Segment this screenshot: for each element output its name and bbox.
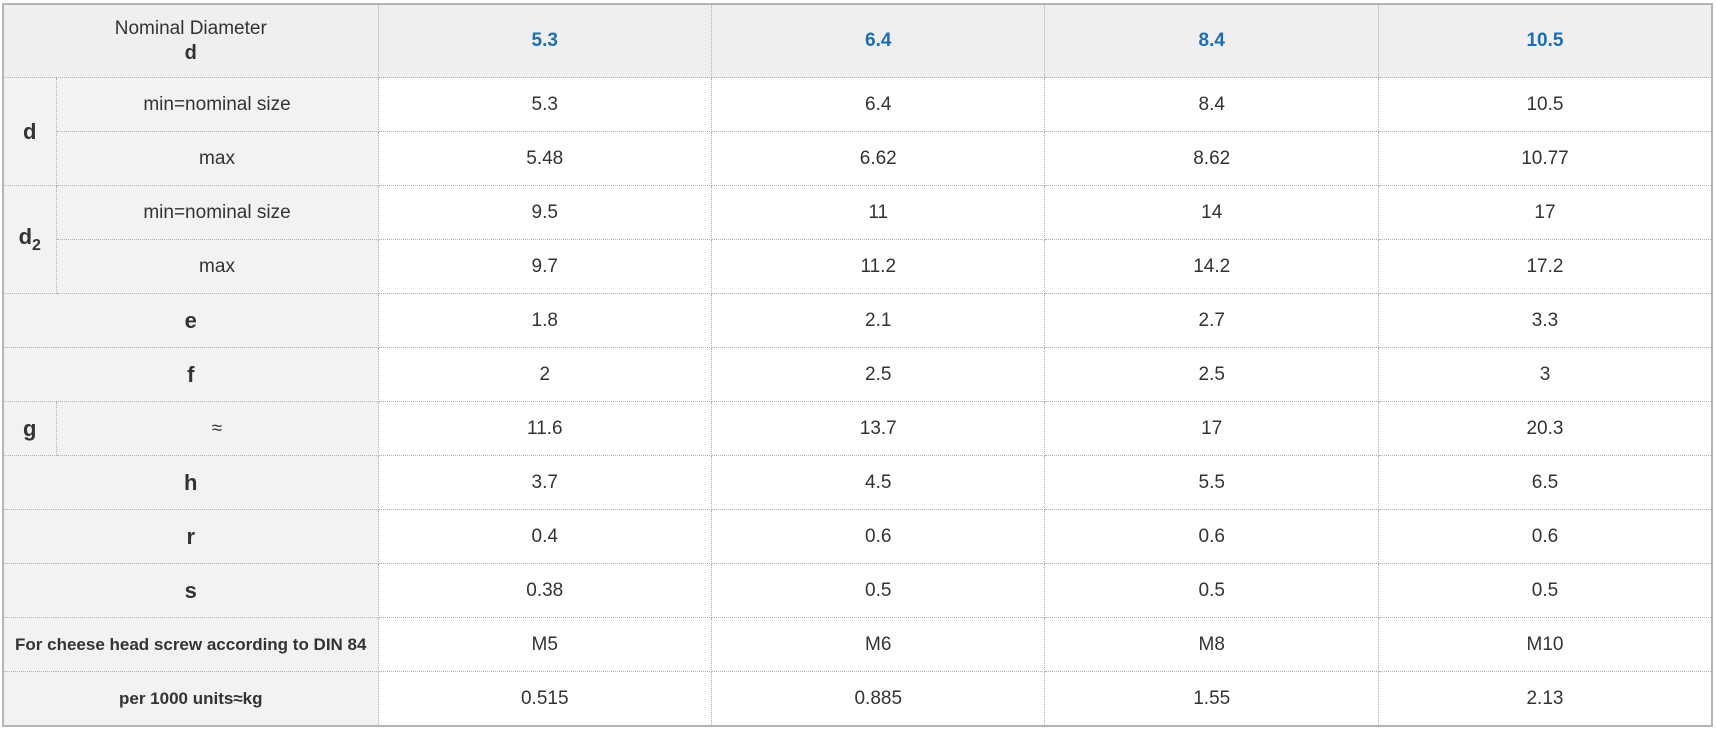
- column-header: 5.3: [377, 3, 713, 78]
- table-row: max 9.7 11.2 14.2 17.2: [3, 239, 1713, 294]
- table-row: f 2 2.5 2.5 3: [2, 347, 1713, 402]
- cell: 0.515: [377, 671, 713, 727]
- cell: 5.3: [377, 77, 713, 132]
- row-symbol-f: f: [2, 347, 379, 402]
- cell: 10.5: [1377, 77, 1713, 132]
- cell: 0.5: [1377, 563, 1713, 618]
- cell: 6.5: [1377, 455, 1713, 510]
- cell: 17: [1044, 401, 1379, 456]
- row-label: max: [55, 239, 379, 294]
- cell: 2.5: [710, 347, 1046, 402]
- table-row: r 0.4 0.6 0.6 0.6: [2, 509, 1713, 564]
- row-label: min=nominal size: [55, 77, 379, 132]
- row-label-weight: per 1000 units≈kg: [2, 671, 379, 727]
- cell: 17: [1377, 185, 1713, 240]
- cell: 0.4: [377, 509, 713, 564]
- cell: 6.4: [710, 77, 1046, 132]
- cell: 11: [710, 185, 1046, 240]
- cell: 13.7: [710, 401, 1046, 456]
- cell: 11.6: [377, 401, 713, 456]
- subscript: 2: [32, 237, 41, 254]
- nominal-diameter-header: Nominal Diameter d: [2, 3, 379, 78]
- cell: 1.55: [1044, 671, 1379, 727]
- cell: 20.3: [1377, 401, 1713, 456]
- cell: 5.5: [1044, 455, 1379, 510]
- cell: M8: [1044, 617, 1379, 672]
- cell: 9.7: [377, 239, 713, 294]
- row-label-screw: For cheese head screw according to DIN 8…: [2, 617, 379, 672]
- cell: 0.5: [1044, 563, 1379, 618]
- cell: 3: [1377, 347, 1713, 402]
- cell: 2.1: [710, 293, 1046, 348]
- cell: 0.6: [1377, 509, 1713, 564]
- table-row: g ≈ 11.6 13.7 17 20.3: [2, 401, 1713, 456]
- row-label: min=nominal size: [55, 185, 379, 240]
- cell: 8.62: [1044, 131, 1379, 186]
- cell: 17.2: [1377, 239, 1713, 294]
- table-row: e 1.8 2.1 2.7 3.3: [2, 293, 1713, 348]
- cell: 2.7: [1044, 293, 1379, 348]
- cell: 9.5: [377, 185, 713, 240]
- row-symbol-d2: d2: [2, 185, 57, 294]
- cell: 10.77: [1377, 131, 1713, 186]
- cell: 2: [377, 347, 713, 402]
- row-symbol-d: d: [2, 77, 57, 186]
- cell: 1.8: [377, 293, 713, 348]
- column-header: 10.5: [1377, 3, 1713, 78]
- cell: 0.885: [710, 671, 1046, 727]
- cell: 3.3: [1377, 293, 1713, 348]
- row-symbol-r: r: [2, 509, 379, 564]
- row-symbol-g: g: [2, 401, 57, 456]
- cell: 5.48: [377, 131, 713, 186]
- cell: M5: [377, 617, 713, 672]
- cell: 8.4: [1044, 77, 1379, 132]
- table-row: h 3.7 4.5 5.5 6.5: [2, 455, 1713, 510]
- cell: 0.6: [1044, 509, 1379, 564]
- table-row: s 0.38 0.5 0.5 0.5: [2, 563, 1713, 618]
- cell: 11.2: [710, 239, 1046, 294]
- row-label: max: [55, 131, 379, 186]
- symbol: d: [18, 224, 33, 249]
- cell: 3.7: [377, 455, 713, 510]
- cell: 0.5: [710, 563, 1046, 618]
- table-row: max 5.48 6.62 8.62 10.77: [3, 131, 1713, 186]
- row-symbol-h: h: [2, 455, 379, 510]
- cell: 14.2: [1044, 239, 1379, 294]
- cell: 14: [1044, 185, 1379, 240]
- table-row: d2 min=nominal size 9.5 11 14 17: [2, 185, 1713, 294]
- row-symbol-s: s: [2, 563, 379, 618]
- header-symbol: d: [184, 41, 197, 64]
- table-row: per 1000 units≈kg 0.515 0.885 1.55 2.13: [2, 671, 1713, 727]
- dimension-table: Nominal Diameter d 5.3 6.4 8.4 10.5 d min…: [2, 3, 1713, 727]
- table-row: d min=nominal size 5.3 6.4 8.4 10.5: [2, 77, 1713, 186]
- header-label: Nominal Diameter: [114, 17, 267, 39]
- cell: 2.5: [1044, 347, 1379, 402]
- table-row: For cheese head screw according to DIN 8…: [2, 617, 1713, 672]
- cell: 4.5: [710, 455, 1046, 510]
- row-label: ≈: [55, 401, 379, 456]
- header-row: Nominal Diameter d 5.3 6.4 8.4 10.5: [2, 3, 1713, 78]
- column-header: 8.4: [1044, 3, 1379, 78]
- row-symbol-e: e: [2, 293, 379, 348]
- cell: 2.13: [1377, 671, 1713, 727]
- column-header: 6.4: [710, 3, 1046, 78]
- cell: 6.62: [710, 131, 1046, 186]
- cell: M6: [710, 617, 1046, 672]
- cell: M10: [1377, 617, 1713, 672]
- cell: 0.6: [710, 509, 1046, 564]
- cell: 0.38: [377, 563, 713, 618]
